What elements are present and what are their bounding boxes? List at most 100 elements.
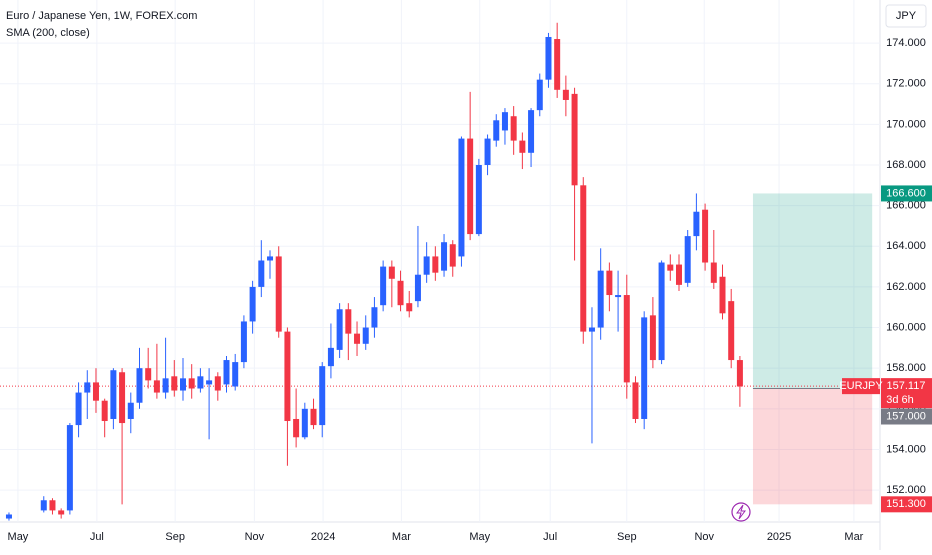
candle-body xyxy=(397,280,404,306)
candle-body xyxy=(58,510,65,515)
stop-label: 151.300 xyxy=(886,498,926,510)
y-tick-label: 158.000 xyxy=(886,362,926,374)
candle-body xyxy=(562,89,569,100)
candle-body xyxy=(449,244,456,267)
candle-body xyxy=(510,116,517,141)
symbol-box xyxy=(842,378,880,395)
candle-body xyxy=(153,380,160,393)
candle-body xyxy=(615,295,622,298)
x-tick-label: Mar xyxy=(844,531,863,543)
countdown: 3d 6h xyxy=(886,394,914,406)
y-tick-label: 154.000 xyxy=(886,443,926,455)
candle-body xyxy=(293,418,300,438)
candle-body xyxy=(75,392,82,426)
candle-body xyxy=(580,185,587,332)
candle-body xyxy=(649,315,656,361)
candle-body xyxy=(319,366,326,426)
candle-body xyxy=(275,256,282,332)
currency[interactable]: JPY xyxy=(896,10,917,22)
candle-body xyxy=(84,382,91,393)
candle-body xyxy=(284,331,291,422)
symbol: EURJPY xyxy=(839,380,883,392)
x-tick-label: May xyxy=(469,531,490,543)
candle-body xyxy=(40,500,47,511)
last-price: 157.117 xyxy=(887,380,926,392)
x-tick-label: Mar xyxy=(392,531,411,543)
chart-title: Euro / Japanese Yen, 1W, FOREX.com xyxy=(6,10,197,22)
x-tick-label: Sep xyxy=(165,531,185,543)
candle-body xyxy=(667,264,674,271)
candle-body xyxy=(597,270,604,328)
candle-body xyxy=(188,378,195,389)
candle-body xyxy=(5,514,12,519)
candle-body xyxy=(441,242,448,271)
x-tick-label: Nov xyxy=(694,531,714,543)
candle-body xyxy=(380,266,387,306)
candle-body xyxy=(66,425,73,511)
candle-body xyxy=(719,276,726,314)
candle-body xyxy=(702,209,709,263)
x-tick-label: Jul xyxy=(543,531,557,543)
x-tick-label: 2025 xyxy=(767,531,791,543)
candle-body xyxy=(710,262,717,283)
y-tick-label: 168.000 xyxy=(886,159,926,171)
candle-body xyxy=(127,402,134,419)
indicator: SMA (200, close) xyxy=(6,27,90,39)
candle-body xyxy=(571,93,578,186)
candle-body xyxy=(162,378,169,393)
candle-body xyxy=(736,360,743,387)
candle-body xyxy=(232,362,239,387)
y-tick-label: 172.000 xyxy=(886,78,926,90)
candle-body xyxy=(240,321,247,363)
candle-body xyxy=(310,408,317,426)
y-tick-label: 164.000 xyxy=(886,240,926,252)
candle-body xyxy=(258,260,265,287)
x-tick-label: Nov xyxy=(245,531,265,543)
candle-body xyxy=(49,500,56,511)
candle-body xyxy=(606,270,613,296)
target-label: 166.600 xyxy=(886,187,926,199)
entry-label: 157.000 xyxy=(886,410,926,422)
candle-body xyxy=(484,138,491,165)
y-tick-label: 174.000 xyxy=(886,37,926,49)
candle-body xyxy=(267,256,274,261)
candle-body xyxy=(423,256,430,275)
candle-body xyxy=(110,370,117,419)
y-tick-label: 162.000 xyxy=(886,281,926,293)
candle-body xyxy=(693,211,700,237)
candle-body xyxy=(554,39,561,90)
currency-box[interactable] xyxy=(885,4,927,28)
candle-body xyxy=(327,347,334,367)
loss-zone xyxy=(752,388,873,505)
y-tick-label: 152.000 xyxy=(886,484,926,496)
candle-body xyxy=(545,36,552,80)
candle-body xyxy=(249,286,256,322)
candle-body xyxy=(101,400,108,422)
events-bolt xyxy=(736,504,746,520)
candle-body xyxy=(675,264,682,285)
candle-body xyxy=(136,368,143,403)
candle-body xyxy=(119,372,126,424)
y-tick-label: 170.000 xyxy=(886,118,926,130)
candle-body xyxy=(641,317,648,419)
candle-body xyxy=(145,368,152,381)
candle-body xyxy=(171,376,178,391)
candle-body xyxy=(536,79,543,111)
candle-body xyxy=(623,295,630,383)
events-icon[interactable] xyxy=(731,502,751,522)
candle-body xyxy=(475,164,482,235)
candle-body xyxy=(414,274,421,302)
candle-body xyxy=(519,140,526,153)
candle-body xyxy=(588,327,595,332)
candle-body xyxy=(214,376,221,391)
candle-body xyxy=(206,380,213,385)
candle-body xyxy=(354,333,361,344)
target-label-box xyxy=(881,185,932,202)
candle-body xyxy=(336,309,343,350)
candle-body xyxy=(528,110,535,153)
profit-zone xyxy=(752,193,873,389)
y-tick-label: 166.000 xyxy=(886,200,926,212)
candle-body xyxy=(223,360,230,385)
candle-body xyxy=(371,307,378,328)
last-price-box xyxy=(881,378,932,409)
